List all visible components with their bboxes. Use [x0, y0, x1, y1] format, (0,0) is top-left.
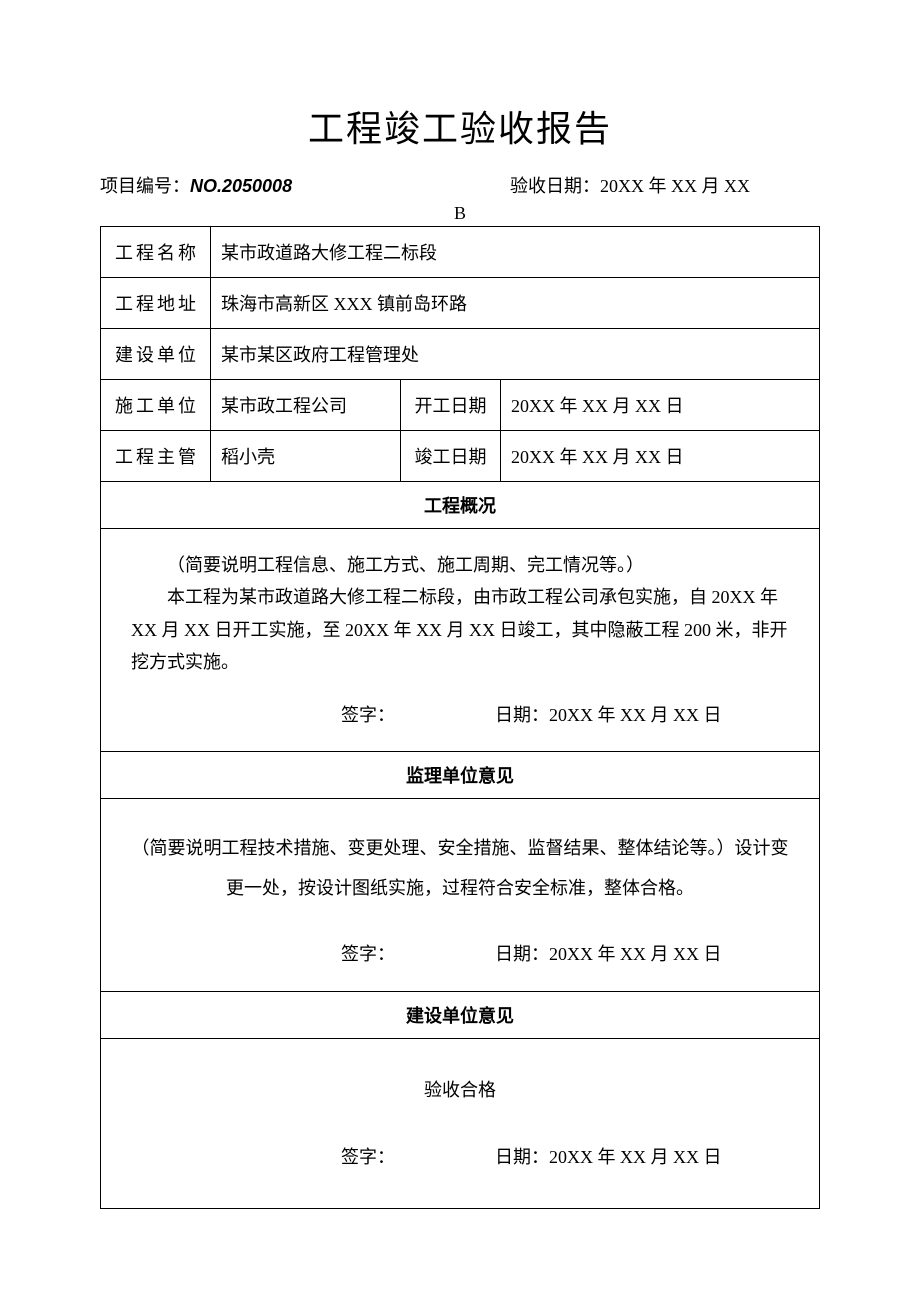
row-project-name: 工程名称 某市政道路大修工程二标段 — [101, 227, 820, 278]
supervisor-value: 稻小壳 — [211, 431, 401, 482]
row-project-address: 工程地址 珠海市高新区 XXX 镇前岛环路 — [101, 278, 820, 329]
overview-date-group: 日期：20XX 年 XX 月 XX 日 — [495, 699, 722, 731]
project-number-label: 项目编号： — [100, 176, 190, 196]
overview-body: 本工程为某市政道路大修工程二标段，由市政工程公司承包实施，自 20XX 年 XX… — [131, 581, 789, 678]
end-date-value: 20XX 年 XX 月 XX 日 — [501, 431, 820, 482]
supervisor-opinion-date-label: 日期： — [495, 944, 549, 964]
overview-date-value: 20XX 年 XX 月 XX 日 — [549, 705, 722, 725]
overview-date-label: 日期： — [495, 705, 549, 725]
supervisor-opinion-date-value: 20XX 年 XX 月 XX 日 — [549, 944, 722, 964]
project-name-label: 工程名称 — [101, 227, 211, 278]
build-opinion-sign-row: 签字： 日期：20XX 年 XX 月 XX 日 — [131, 1141, 789, 1173]
supervisor-opinion-header: 监理单位意见 — [101, 751, 820, 798]
acceptance-date-label: 验收日期： — [510, 176, 600, 196]
acceptance-date-group: 验收日期：20XX 年 XX 月 XX — [410, 172, 820, 198]
row-build-unit: 建设单位 某市某区政府工程管理处 — [101, 329, 820, 380]
project-address-value: 珠海市高新区 XXX 镇前岛环路 — [211, 278, 820, 329]
build-unit-label: 建设单位 — [101, 329, 211, 380]
build-opinion-content-cell: 验收合格 签字： 日期：20XX 年 XX 月 XX 日 — [101, 1038, 820, 1209]
start-date-label: 开工日期 — [401, 380, 501, 431]
build-opinion-body: 验收合格 — [131, 1059, 789, 1121]
build-opinion-sign-label: 签字： — [341, 1141, 395, 1173]
overview-sign-row: 签字： 日期：20XX 年 XX 月 XX 日 — [131, 699, 789, 731]
overview-sign-label: 签字： — [341, 699, 395, 731]
supervisor-label: 工程主管 — [101, 431, 211, 482]
row-build-opinion-header: 建设单位意见 — [101, 991, 820, 1038]
row-supervisor-opinion-content: （简要说明工程技术措施、变更处理、安全措施、监督结果、整体结论等。）设计变更一处… — [101, 798, 820, 991]
row-construct-unit: 施工单位 某市政工程公司 开工日期 20XX 年 XX 月 XX 日 — [101, 380, 820, 431]
supervisor-opinion-sign-row: 签字： 日期：20XX 年 XX 月 XX 日 — [131, 938, 789, 970]
row-overview-header: 工程概况 — [101, 482, 820, 529]
supervisor-opinion-sign-label: 签字： — [341, 938, 395, 970]
overview-content-cell: （简要说明工程信息、施工方式、施工周期、完工情况等。） 本工程为某市政道路大修工… — [101, 529, 820, 752]
supervisor-opinion-date-group: 日期：20XX 年 XX 月 XX 日 — [495, 938, 722, 970]
acceptance-date: 20XX 年 XX 月 XX — [600, 176, 750, 196]
build-opinion-header: 建设单位意见 — [101, 991, 820, 1038]
doc-title: 工程竣工验收报告 — [100, 100, 820, 152]
row-supervisor-opinion-header: 监理单位意见 — [101, 751, 820, 798]
build-opinion-date-group: 日期：20XX 年 XX 月 XX 日 — [495, 1141, 722, 1173]
construct-unit-label: 施工单位 — [101, 380, 211, 431]
build-opinion-date-label: 日期： — [495, 1147, 549, 1167]
end-date-label: 竣工日期 — [401, 431, 501, 482]
start-date-value: 20XX 年 XX 月 XX 日 — [501, 380, 820, 431]
row-overview-content: （简要说明工程信息、施工方式、施工周期、完工情况等。） 本工程为某市政道路大修工… — [101, 529, 820, 752]
build-unit-value: 某市某区政府工程管理处 — [211, 329, 820, 380]
overview-hint: （简要说明工程信息、施工方式、施工周期、完工情况等。） — [131, 549, 789, 581]
supervisor-opinion-content-cell: （简要说明工程技术措施、变更处理、安全措施、监督结果、整体结论等。）设计变更一处… — [101, 798, 820, 991]
overview-header: 工程概况 — [101, 482, 820, 529]
project-number-group: 项目编号：NO.2050008 — [100, 172, 410, 198]
header-row: 项目编号：NO.2050008 验收日期：20XX 年 XX 月 XX — [100, 172, 820, 198]
project-number: NO.2050008 — [190, 176, 292, 196]
build-opinion-date-value: 20XX 年 XX 月 XX 日 — [549, 1147, 722, 1167]
supervisor-opinion-body: （简要说明工程技术措施、变更处理、安全措施、监督结果、整体结论等。）设计变更一处… — [131, 819, 789, 918]
main-table: 工程名称 某市政道路大修工程二标段 工程地址 珠海市高新区 XXX 镇前岛环路 … — [100, 226, 820, 1209]
construct-unit-value: 某市政工程公司 — [211, 380, 401, 431]
row-build-opinion-content: 验收合格 签字： 日期：20XX 年 XX 月 XX 日 — [101, 1038, 820, 1209]
row-supervisor: 工程主管 稻小壳 竣工日期 20XX 年 XX 月 XX 日 — [101, 431, 820, 482]
project-address-label: 工程地址 — [101, 278, 211, 329]
project-name-value: 某市政道路大修工程二标段 — [211, 227, 820, 278]
marker-b: B — [100, 203, 820, 224]
